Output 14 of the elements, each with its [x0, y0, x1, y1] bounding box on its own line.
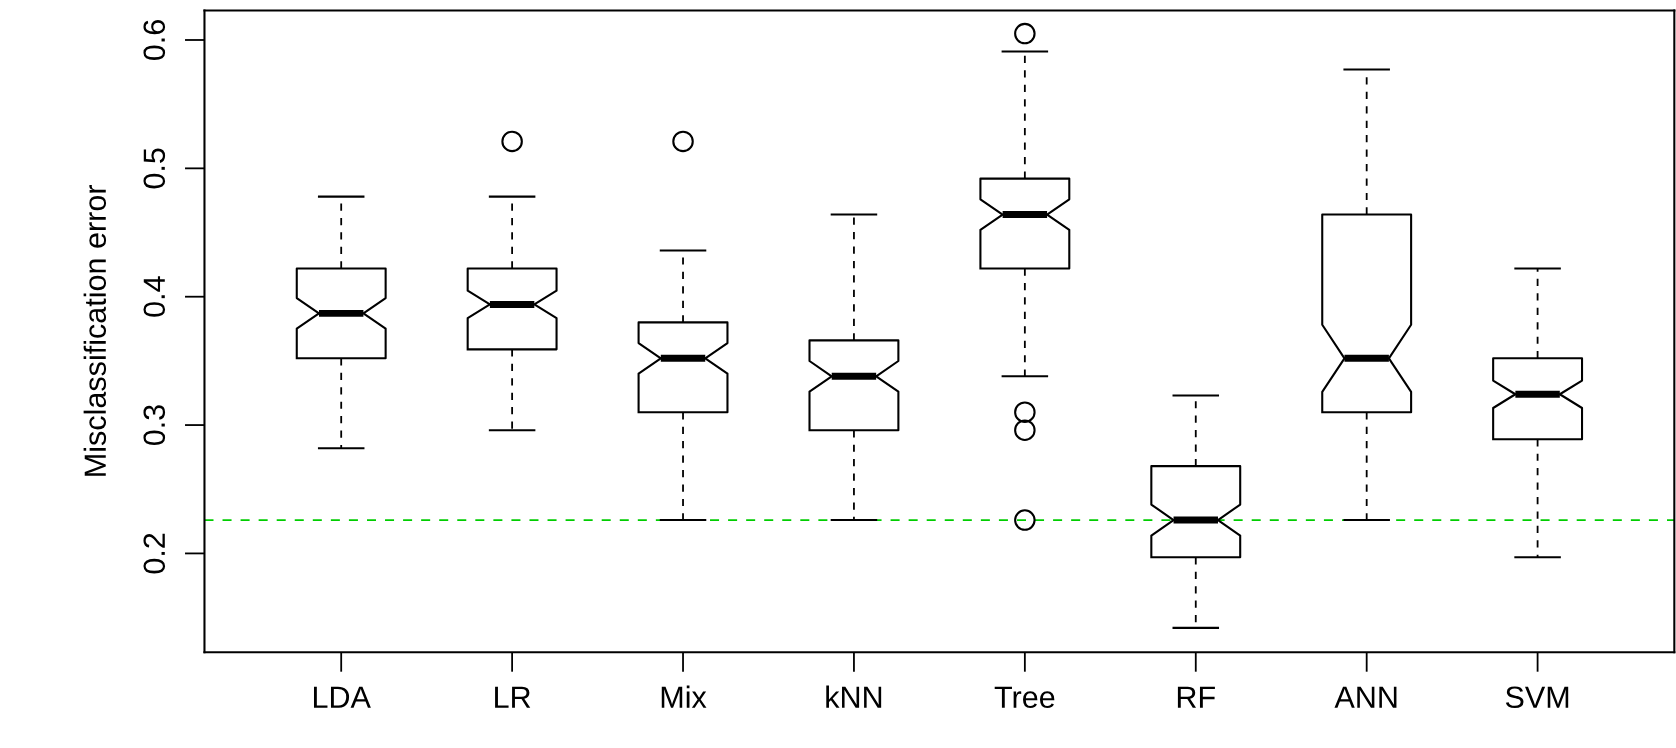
- y-tick-label: 0.5: [143, 148, 166, 189]
- x-tick-label: LR: [495, 686, 531, 708]
- x-tick-label: RF: [1177, 686, 1215, 708]
- y-tick-label: 0.2: [143, 533, 166, 574]
- x-tick-label: ANN: [1334, 686, 1397, 708]
- x-tick-label: SVM: [1505, 686, 1569, 709]
- x-tick-label: kNN: [826, 685, 882, 708]
- y-axis-title: Misclassification error: [83, 184, 107, 476]
- x-tick-label: Tree: [994, 686, 1055, 709]
- y-tick-label: 0.4: [143, 276, 166, 317]
- x-tick-label: Mix: [661, 685, 707, 708]
- x-tick-label: LDA: [313, 686, 371, 708]
- y-tick-label: 0.6: [143, 20, 166, 61]
- y-tick-label: 0.3: [143, 405, 166, 446]
